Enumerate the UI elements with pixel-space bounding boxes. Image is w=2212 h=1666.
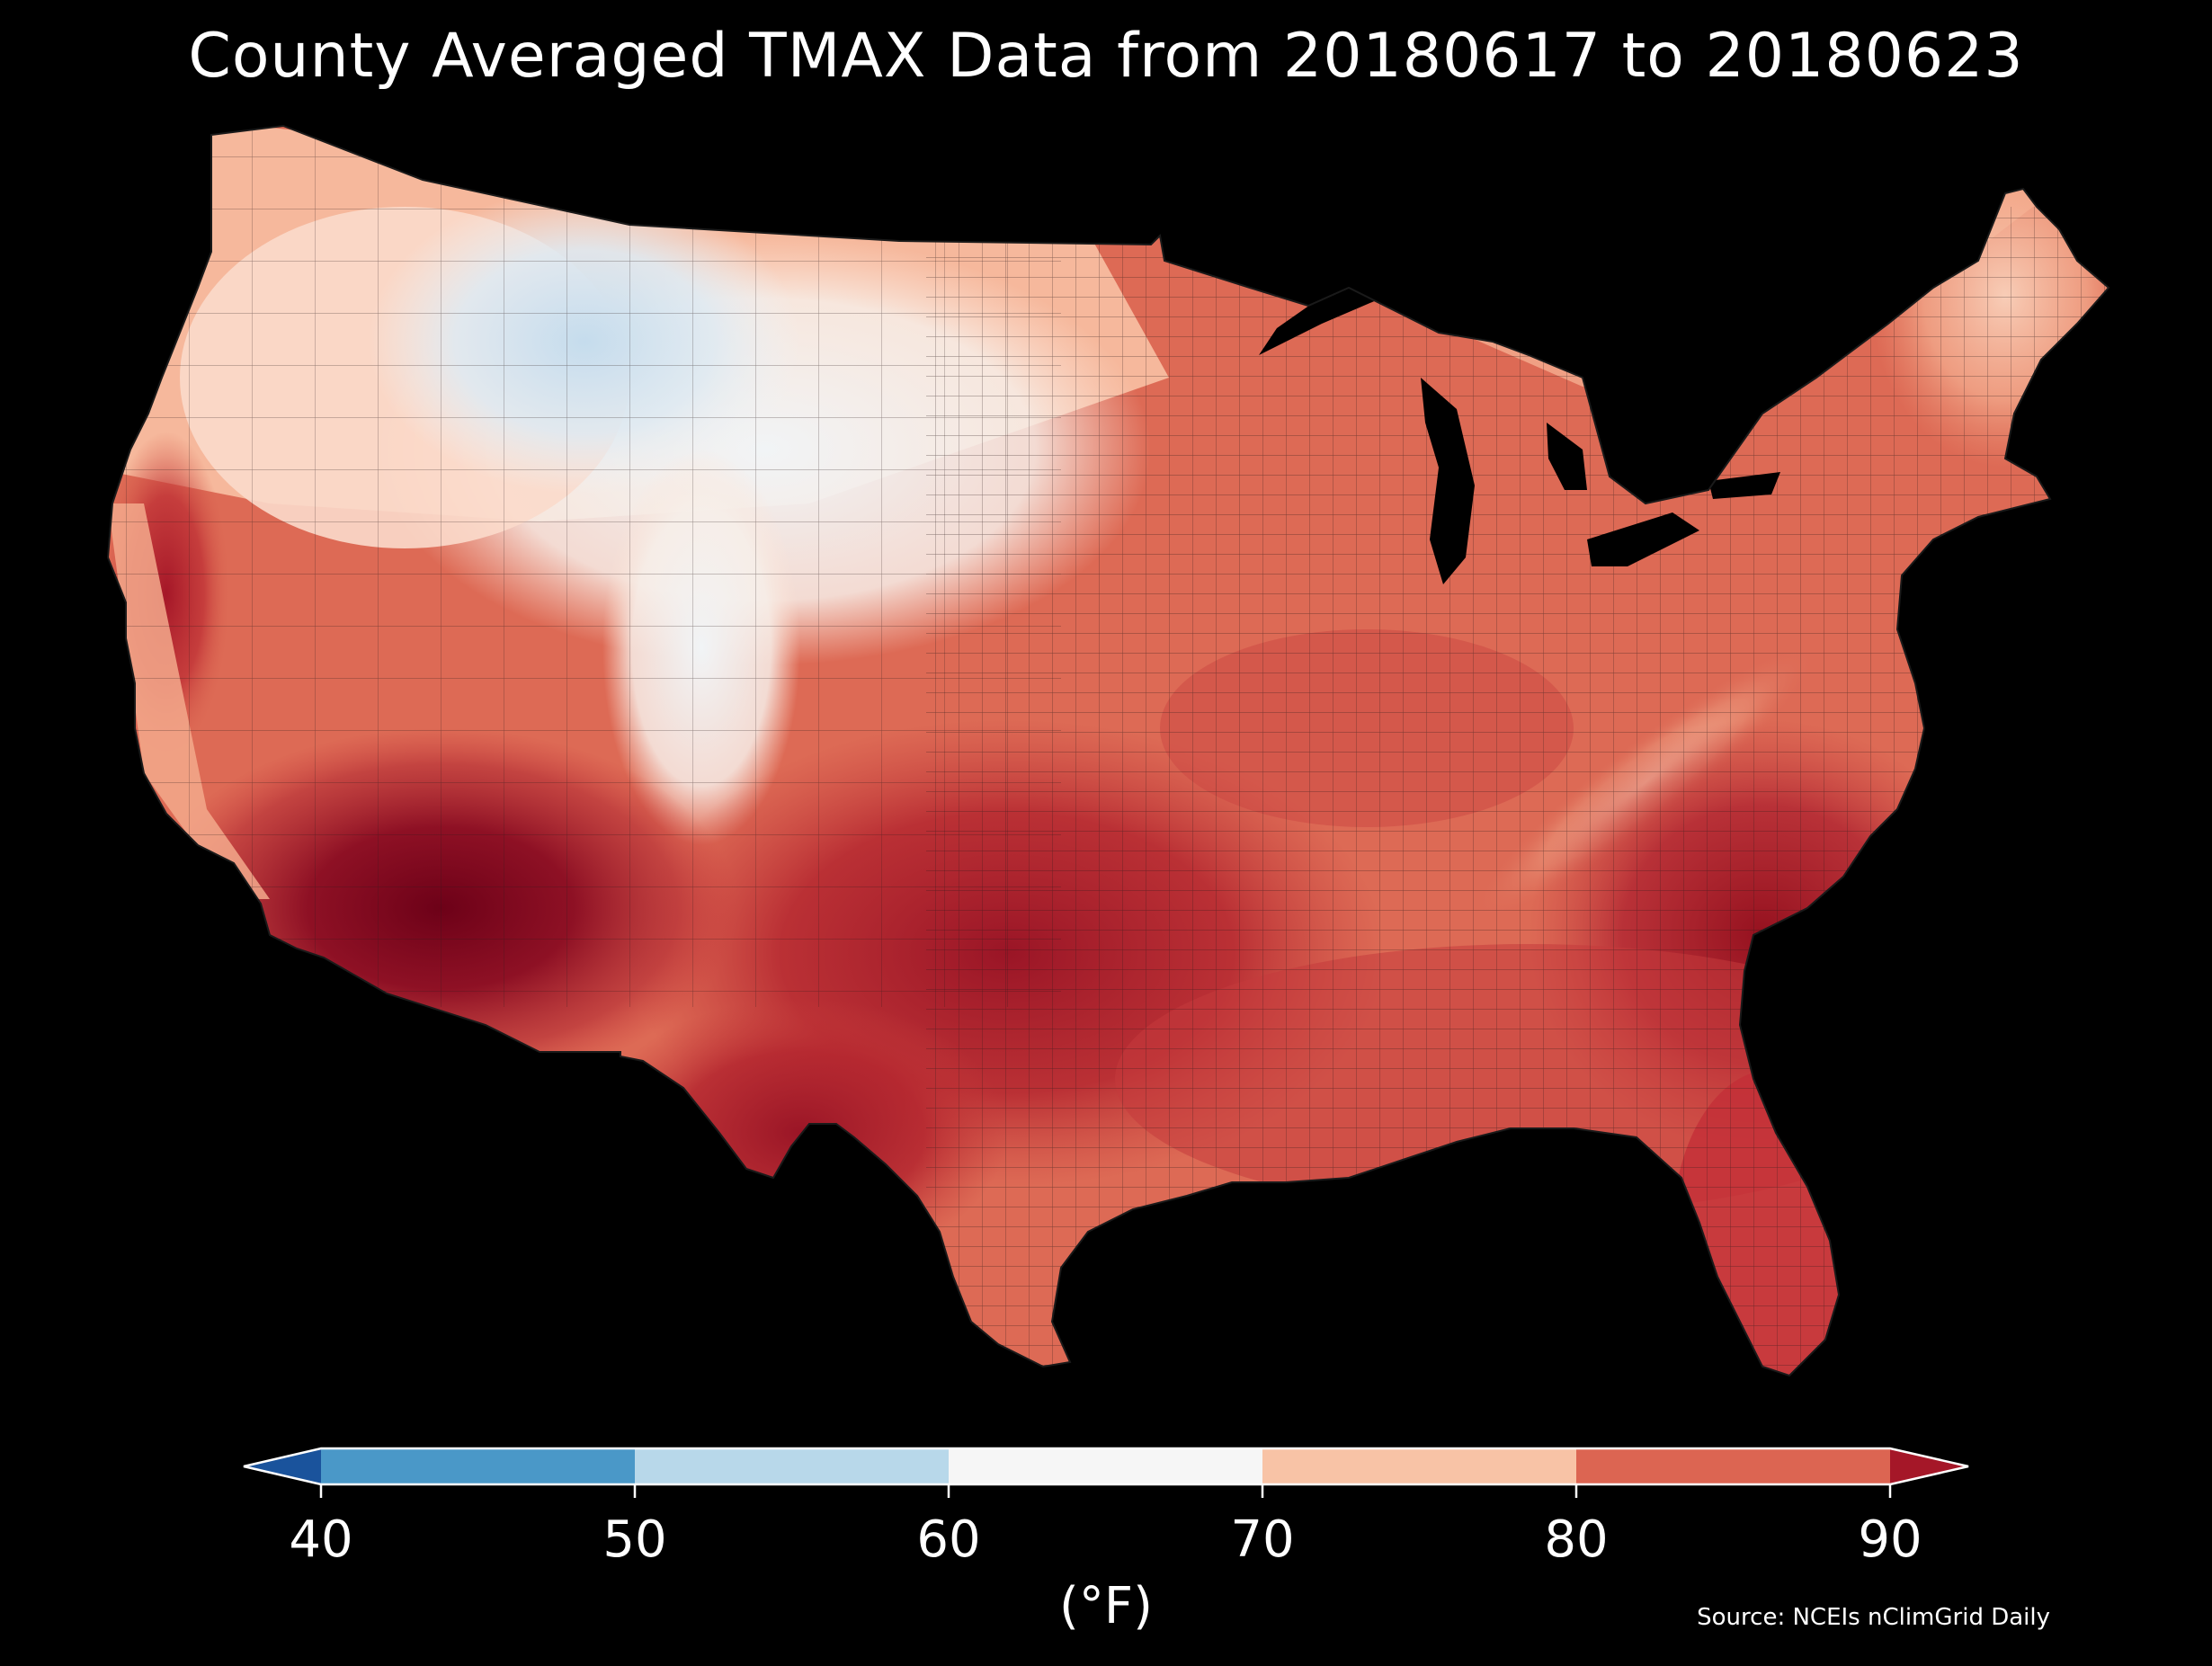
lake-huron (1547, 423, 1587, 490)
colorbar-tick-label-90: 90 (1858, 1510, 1922, 1569)
western-county-lines (108, 126, 1061, 1007)
colorbar-tick-label-60: 60 (916, 1510, 981, 1569)
lake-michigan (1421, 378, 1475, 584)
lake-superior (1259, 279, 1385, 355)
colorbar-tick-label-50: 50 (602, 1510, 667, 1569)
great-lakes (1259, 279, 1780, 584)
colorbar-extend-low (244, 1448, 321, 1484)
colorbar (243, 1447, 1969, 1498)
source-credit: Source: NCEIs nClimGrid Daily (1697, 1604, 2050, 1631)
colorbar-tick-label-70: 70 (1230, 1510, 1295, 1569)
lake-erie (1587, 512, 1699, 566)
colorbar-bin-60-70 (949, 1448, 1262, 1484)
colorbar-extend-high (1890, 1448, 1968, 1484)
colorbar-bin-40-50 (321, 1448, 635, 1484)
lake-ontario (1708, 472, 1780, 499)
colorbar-ticks (319, 1484, 1892, 1498)
map-title: County Averaged TMAX Data from 20180617 … (188, 21, 2024, 92)
colorbar-bin-50-60 (635, 1448, 949, 1484)
eastern-county-lines (926, 207, 2109, 1376)
us-county-map (108, 126, 2109, 1376)
colorbar-tick-label-40: 40 (289, 1510, 353, 1569)
colorbar-bin-80-90 (1576, 1448, 1890, 1484)
colorbar-bin-70-80 (1262, 1448, 1576, 1484)
colorbar-unit-label: (°F) (1059, 1577, 1153, 1635)
colorbar-tick-label-80: 80 (1544, 1510, 1609, 1569)
